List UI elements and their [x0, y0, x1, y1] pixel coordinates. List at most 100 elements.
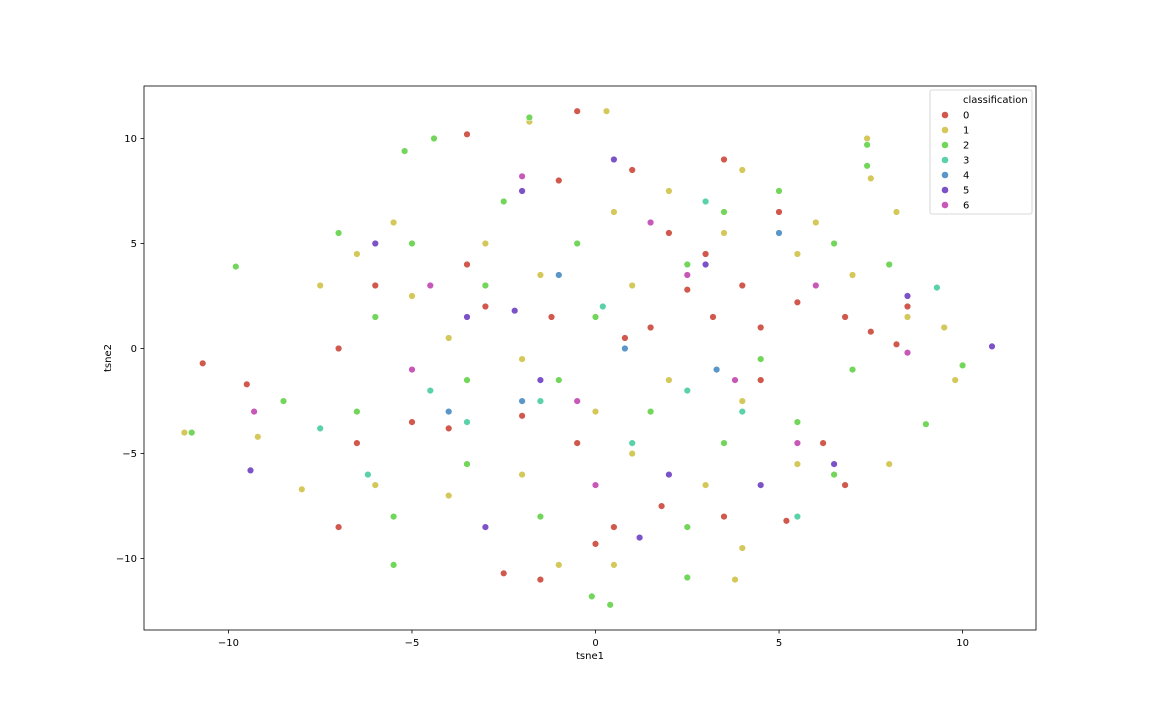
point-class-5-14: [635, 533, 644, 542]
point-class-6-8: [683, 271, 691, 279]
y-tick-label-0: −10: [116, 554, 137, 565]
point-class-1-40: [812, 218, 820, 227]
point-class-0-10: [738, 281, 746, 290]
point-class-1-24: [863, 134, 871, 143]
point-class-0-8: [646, 323, 655, 332]
legend-label-3: 3: [963, 156, 969, 167]
point-class-0-1: [709, 313, 717, 321]
point-class-5-10: [371, 239, 379, 248]
point-class-2-39: [848, 365, 857, 374]
point-class-1-16: [738, 397, 746, 405]
legend-marker-0: [941, 111, 949, 119]
point-class-0-23: [782, 517, 791, 525]
legend-marker-3: [941, 156, 949, 164]
point-class-0-32: [756, 376, 765, 384]
point-class-0-3: [793, 298, 802, 306]
y-tick-label-3: 5: [131, 239, 137, 250]
point-class-1-34: [731, 575, 739, 584]
point-class-0-41: [591, 540, 600, 548]
point-class-0-29: [573, 107, 581, 115]
point-class-3-7: [793, 512, 802, 521]
point-class-1-3: [610, 208, 618, 216]
legend-marker-1: [941, 126, 949, 134]
point-class-1-9: [940, 323, 948, 332]
point-class-2-28: [683, 573, 691, 582]
point-class-5-9: [988, 342, 996, 351]
point-class-1-33: [738, 544, 746, 552]
x-axis-label: tsne1: [576, 651, 604, 662]
point-class-1-23: [298, 485, 306, 493]
point-class-0-27: [199, 359, 207, 367]
point-class-1-22: [371, 481, 379, 489]
point-class-1-11: [316, 281, 324, 290]
point-class-6-1: [646, 218, 655, 227]
x-tick-label-2: 0: [592, 638, 598, 649]
point-class-1-37: [408, 292, 416, 300]
point-class-6-2: [812, 281, 820, 290]
point-class-3-6: [364, 470, 372, 479]
point-class-0-35: [547, 313, 556, 321]
point-class-0-40: [903, 302, 912, 311]
point-class-3-0: [599, 302, 607, 311]
point-class-6-5: [731, 376, 739, 384]
legend-label-0: 0: [963, 111, 969, 122]
point-class-1-32: [610, 561, 618, 569]
point-class-6-10: [408, 365, 416, 374]
point-class-1-17: [793, 460, 802, 468]
point-class-5-13: [511, 307, 519, 315]
point-class-1-28: [602, 107, 611, 115]
x-tick-label-0: −10: [218, 638, 239, 649]
point-class-1-8: [903, 313, 912, 321]
point-class-1-10: [353, 250, 361, 258]
point-class-5-8: [246, 466, 255, 475]
point-class-1-13: [518, 355, 526, 363]
point-class-0-15: [334, 344, 343, 353]
point-class-1-36: [951, 376, 959, 384]
point-class-2-21: [400, 147, 409, 155]
point-class-5-2: [701, 260, 710, 269]
y-axis-ticks: −10 −5 0 5 10: [116, 134, 144, 565]
point-class-0-4: [841, 313, 849, 321]
point-class-2-12: [646, 407, 655, 416]
point-class-2-26: [188, 428, 196, 437]
point-class-3-8: [463, 418, 471, 426]
point-class-2-20: [232, 262, 240, 271]
point-class-3-10: [316, 424, 324, 433]
point-class-0-5: [867, 328, 875, 336]
point-class-2-30: [430, 134, 438, 143]
point-class-0-31: [841, 481, 849, 489]
legend-label-5: 5: [963, 186, 969, 197]
point-class-0-6: [892, 340, 901, 348]
point-class-2-35: [683, 260, 691, 269]
legend-marker-6: [941, 201, 949, 209]
point-class-3-5: [933, 283, 941, 292]
point-class-3-2: [683, 386, 691, 395]
point-class-1-6: [793, 250, 802, 258]
point-class-2-0: [408, 239, 416, 248]
point-class-6-11: [591, 481, 600, 489]
point-class-3-11: [701, 197, 710, 206]
point-class-0-36: [481, 302, 490, 311]
point-class-1-12: [445, 334, 453, 342]
point-class-4-2: [712, 365, 721, 374]
point-class-2-11: [555, 376, 563, 384]
point-class-1-15: [665, 376, 673, 384]
point-class-1-21: [445, 491, 453, 500]
point-class-5-6: [756, 481, 765, 489]
point-class-0-13: [463, 260, 471, 269]
point-class-5-1: [610, 155, 618, 164]
point-class-2-31: [922, 420, 930, 428]
point-class-1-26: [892, 208, 901, 216]
point-class-1-29: [180, 428, 189, 437]
point-class-2-34: [591, 313, 600, 321]
point-class-2-6: [830, 239, 838, 248]
point-class-2-17: [536, 512, 545, 521]
point-class-0-18: [518, 412, 526, 420]
point-class-2-13: [720, 439, 728, 447]
point-class-1-0: [389, 218, 398, 227]
point-class-0-33: [353, 439, 361, 447]
plot-background: [144, 86, 1036, 630]
point-class-2-33: [481, 281, 490, 290]
point-class-6-4: [250, 407, 258, 416]
point-class-3-1: [536, 397, 545, 405]
